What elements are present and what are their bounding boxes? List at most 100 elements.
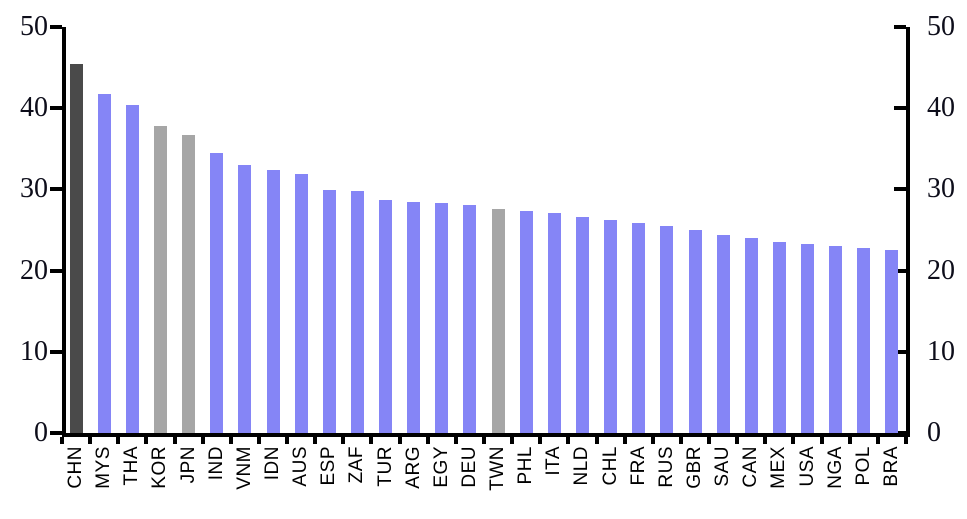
x-axis-tick (650, 437, 655, 444)
x-axis-tick (791, 437, 796, 444)
x-axis-label-phl: PHL (515, 446, 537, 485)
x-axis-tick (369, 437, 374, 444)
right-axis-tick-label: 10 (927, 335, 955, 367)
bar-kor (153, 126, 167, 433)
x-axis-tick (678, 437, 683, 444)
right-axis-tick (894, 106, 906, 111)
bar-jpn (182, 134, 196, 433)
x-axis-tick (819, 437, 824, 444)
x-axis-tick (285, 437, 290, 444)
bar-vnm (238, 165, 252, 433)
bar-twn (491, 208, 505, 433)
x-axis-tick (594, 437, 599, 444)
right-axis-tick-label: 20 (927, 254, 955, 286)
x-axis-tick (875, 437, 880, 444)
x-axis-label-mex: MEX (768, 446, 790, 489)
left-axis-tick-label: 20 (20, 254, 48, 286)
left-axis-tick (50, 106, 62, 111)
x-axis-label-nga: NGA (824, 446, 846, 489)
left-axis-tick (50, 187, 62, 192)
x-axis-label-idn: IDN (262, 446, 283, 481)
x-axis-label-tha: THA (121, 446, 143, 486)
x-axis-label-tur: TUR (374, 446, 396, 487)
bottom-axis-line (62, 433, 910, 437)
x-axis-label-can: CAN (740, 446, 762, 488)
bar-mys (97, 94, 111, 433)
bar-usa (801, 243, 815, 433)
left-axis-tick (50, 431, 62, 435)
bar-ind (210, 152, 224, 433)
left-axis-tick (50, 268, 62, 273)
x-axis-label-sau: SAU (712, 446, 734, 487)
x-axis-label-kor: KOR (149, 446, 171, 489)
bar-deu (463, 204, 477, 433)
x-axis-label-chn: CHN (65, 446, 87, 489)
bar-nga (829, 246, 843, 433)
bar-esp (322, 190, 336, 433)
x-axis-tick (425, 437, 430, 444)
x-axis-tick (510, 437, 515, 444)
bar-nld (575, 217, 589, 433)
right-axis-tick (894, 349, 906, 354)
bar-chn (69, 64, 83, 433)
bar-sau (716, 234, 730, 433)
x-axis-label-twn: TWN (487, 446, 509, 491)
x-axis-tick (172, 437, 177, 444)
left-axis-tick-label: 0 (34, 417, 48, 448)
bar-can (744, 238, 758, 433)
x-axis-label-chl: CHL (599, 446, 621, 486)
right-axis-tick (894, 431, 906, 435)
bar-ita (547, 212, 561, 433)
x-axis-label-deu: DEU (458, 446, 480, 488)
x-axis-tick (763, 437, 768, 444)
bar-egy (435, 203, 449, 433)
bar-rus (660, 225, 674, 433)
left-axis-tick-label: 40 (20, 92, 48, 124)
x-axis-tick (453, 437, 458, 444)
x-axis-tick (735, 437, 740, 444)
left-axis-tick-label: 30 (20, 173, 48, 205)
x-axis-label-egy: EGY (430, 446, 452, 488)
right-axis-line (906, 27, 910, 437)
bar-tha (125, 104, 139, 433)
right-axis-tick-label: 0 (927, 417, 941, 448)
right-axis-tick-label: 30 (927, 173, 955, 205)
bar-pol (857, 247, 871, 433)
x-axis-tick (313, 437, 318, 444)
right-axis-tick (894, 25, 906, 29)
right-axis-tick-label: 50 (927, 11, 955, 42)
bar-idn (266, 169, 280, 433)
bar-bra (885, 250, 899, 433)
bar-fra (632, 222, 646, 433)
x-axis-tick (144, 437, 149, 444)
left-axis-tick (50, 349, 62, 354)
bar-chl (604, 220, 618, 433)
x-axis-tick (88, 437, 93, 444)
x-axis-label-fra: FRA (627, 446, 649, 486)
x-axis-label-jpn: JPN (177, 446, 199, 484)
right-axis-tick (894, 268, 906, 273)
bar-aus (294, 173, 308, 433)
x-axis-tick (256, 437, 261, 444)
bar-gbr (688, 230, 702, 433)
x-axis-label-vnm: VNM (233, 446, 255, 490)
x-axis-tick (566, 437, 571, 444)
x-axis-tick (341, 437, 346, 444)
x-axis-label-usa: USA (796, 446, 818, 487)
left-axis-line (62, 27, 66, 437)
bar-arg (407, 201, 421, 433)
left-axis-tick-label: 10 (20, 335, 48, 367)
x-axis-label-mys: MYS (93, 446, 115, 489)
x-axis-label-aus: AUS (290, 446, 312, 487)
bar-mex (772, 242, 786, 433)
x-axis-label-gbr: GBR (684, 446, 705, 489)
x-axis-tick (116, 437, 121, 444)
right-axis-tick-label: 40 (927, 92, 955, 124)
right-axis-tick (894, 187, 906, 192)
x-axis-tick (228, 437, 233, 444)
x-axis-tick (904, 437, 908, 444)
x-axis-label-rus: RUS (655, 446, 677, 488)
x-axis-tick (397, 437, 402, 444)
bar-zaf (350, 191, 364, 433)
